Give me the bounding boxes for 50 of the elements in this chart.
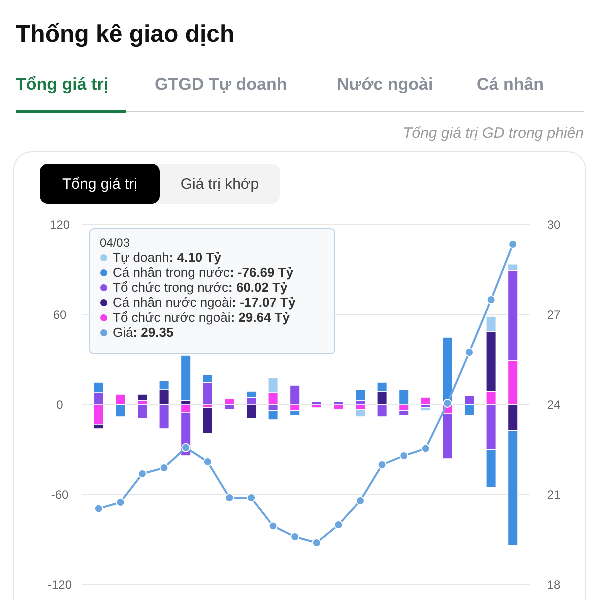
annotation: : 60.02 Tỷ [228, 280, 289, 295]
y2-tick-label: 21 [547, 488, 561, 502]
y-tick-label: 60 [53, 308, 67, 322]
annotation: : -17.07 Tỷ [232, 295, 296, 310]
bar [137, 404, 148, 419]
annotation: 04/03 [100, 236, 130, 250]
point [225, 494, 234, 502]
y-tick-label: -120 [48, 578, 72, 592]
point [356, 496, 365, 506]
point [443, 399, 452, 408]
bar [355, 409, 366, 418]
point [378, 460, 387, 470]
y-tick-label: -60 [51, 488, 69, 502]
chart-subtitle: Tổng giá trị GD trong phiên [403, 125, 584, 142]
y2-tick-label: 18 [547, 578, 561, 592]
text: Giá trị khớp [180, 176, 260, 193]
point [290, 532, 300, 542]
annotation: : 29.64 Tỷ [230, 310, 291, 325]
text: Cá nhân [477, 75, 544, 94]
annotation: : 29.35 [133, 325, 174, 340]
text: Tổng giá trị [62, 176, 138, 193]
point [312, 538, 322, 548]
point [160, 464, 169, 472]
point [203, 458, 212, 466]
point [334, 520, 344, 530]
text: GTGD Tự doanh [155, 75, 288, 94]
text: Tổng giá trị [16, 75, 109, 94]
bar [202, 408, 214, 434]
point [247, 494, 256, 502]
annotation: : -76.69 Tỷ [230, 265, 294, 280]
bar [420, 408, 432, 412]
y-tick-label: 0 [56, 398, 64, 412]
text: Nước ngoài [337, 75, 434, 94]
point [182, 443, 191, 452]
annotation: : 4.10 Tỷ [169, 250, 222, 265]
point [421, 444, 430, 454]
y2-tick-label: 24 [547, 398, 561, 412]
point [486, 296, 496, 304]
point [116, 498, 126, 507]
bar [312, 402, 322, 406]
point [268, 522, 278, 531]
point [400, 452, 409, 460]
point [94, 504, 104, 514]
y-tick-label: 120 [50, 218, 70, 232]
point [508, 240, 518, 249]
bar [420, 397, 432, 406]
bar [137, 394, 148, 401]
chart-title: Thống kê giao dịch [16, 21, 235, 48]
y2-tick-label: 27 [547, 308, 561, 322]
y2-tick-label: 30 [547, 218, 561, 232]
